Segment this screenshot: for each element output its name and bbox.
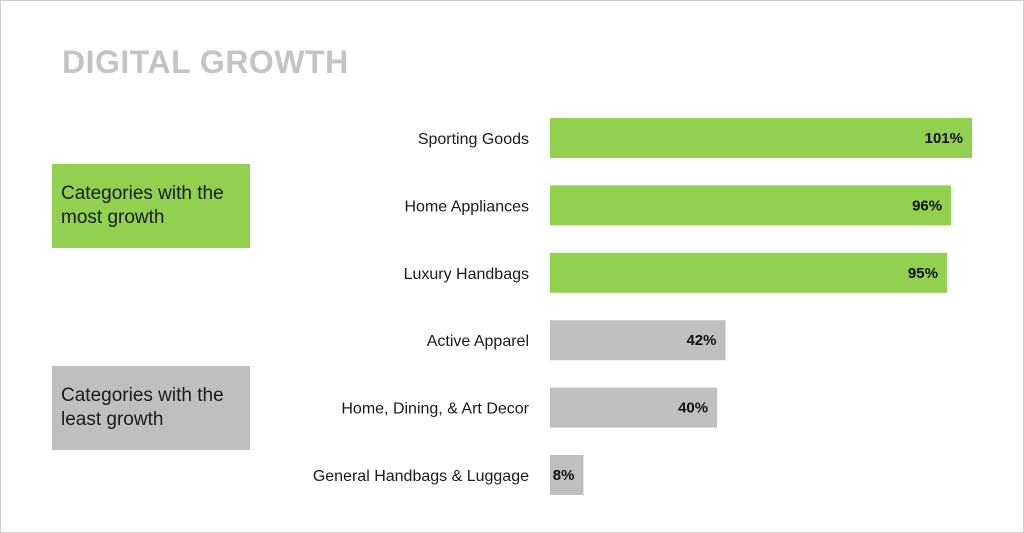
category-label-5: Home, Dining, & Art Decor [341, 401, 529, 418]
value-label-2: 96% [912, 197, 942, 214]
category-label-2: Home Appliances [404, 198, 529, 215]
bar-5 [550, 387, 718, 428]
bar-2 [550, 185, 952, 226]
chart-title: DIGITAL GROWTH [62, 44, 349, 80]
category-label-3: Luxury Handbags [404, 266, 529, 283]
value-label-6: 8% [553, 467, 575, 484]
category-label-6: General Handbags & Luggage [313, 468, 529, 485]
most-growth-label: Categories with the most growth [52, 164, 250, 248]
value-label-1: 101% [925, 130, 963, 147]
value-label-5: 40% [678, 400, 708, 417]
value-label-3: 95% [908, 265, 938, 282]
bar-3 [550, 252, 947, 293]
bar-4 [550, 320, 726, 361]
bar-6 [550, 455, 584, 495]
category-label-4: Active Apparel [427, 333, 529, 350]
value-label-4: 42% [686, 332, 716, 349]
least-growth-label: Categories with the least growth [52, 366, 250, 450]
bar-1 [550, 118, 972, 158]
category-label-1: Sporting Goods [418, 131, 529, 148]
